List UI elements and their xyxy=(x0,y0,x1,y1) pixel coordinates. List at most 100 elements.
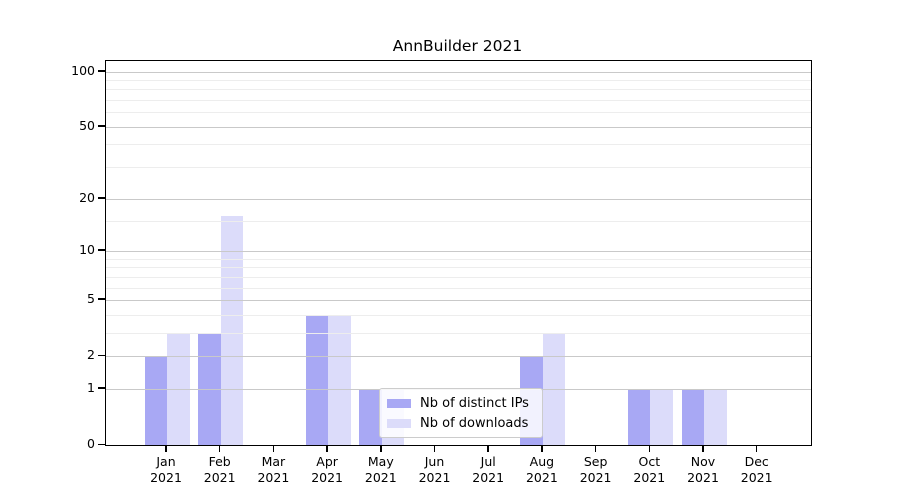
legend-item: Nb of distinct IPs xyxy=(387,396,532,411)
x-tick-year: 2021 xyxy=(687,470,719,485)
x-tick-month: Aug xyxy=(529,454,555,469)
y-tick-label: 50 xyxy=(79,117,95,133)
legend: Nb of distinct IPs Nb of downloads xyxy=(379,388,543,438)
x-tick-month: Jan xyxy=(156,454,176,469)
x-tick-label-mar: Mar 2021 xyxy=(243,454,303,486)
x-tick-year: 2021 xyxy=(364,470,397,485)
x-tick-label-sep: Sep 2021 xyxy=(566,454,626,486)
x-tick-mark xyxy=(380,445,382,452)
x-tick-mark xyxy=(702,445,704,452)
y-tick-label: 100 xyxy=(71,62,95,78)
legend-label: Nb of distinct IPs xyxy=(420,395,529,411)
gridline-minor xyxy=(106,112,811,114)
y-tick-mark xyxy=(98,70,105,72)
x-tick-month: May xyxy=(367,454,394,469)
x-tick-label-may: May 2021 xyxy=(351,454,411,486)
x-tick-month: Nov xyxy=(690,454,716,469)
gridline-minor xyxy=(106,220,811,222)
x-tick-year: 2021 xyxy=(472,470,505,485)
x-tick-year: 2021 xyxy=(150,470,182,485)
x-tick-mark xyxy=(541,445,543,452)
x-tick-label-dec: Dec 2021 xyxy=(727,454,787,486)
y-tick-mark xyxy=(98,298,105,300)
bar-nb-of-distinct-ips-apr xyxy=(305,314,329,445)
gridline-minor xyxy=(106,167,811,169)
x-tick-mark xyxy=(648,445,651,452)
gridline-minor xyxy=(106,144,811,146)
legend-swatch-icon xyxy=(387,418,411,428)
gridline-major xyxy=(106,198,811,200)
x-tick-mark xyxy=(433,445,436,452)
x-tick-label-jan: Jan 2021 xyxy=(136,454,196,486)
gridline-major xyxy=(106,299,811,301)
bar-nb-of-downloads-nov xyxy=(704,388,727,445)
x-tick-label-jul: Jul 2021 xyxy=(458,454,518,486)
y-tick-mark xyxy=(98,354,105,357)
x-tick-label-apr: Apr 2021 xyxy=(297,454,357,486)
y-tick-label: 10 xyxy=(79,241,95,257)
x-tick-mark xyxy=(487,445,489,452)
y-tick-mark xyxy=(98,387,105,389)
x-tick-label-aug: Aug 2021 xyxy=(512,454,572,486)
x-tick-mark xyxy=(594,445,597,452)
x-tick-month: Dec xyxy=(744,454,769,469)
x-tick-mark xyxy=(218,445,221,452)
gridline-major xyxy=(106,250,811,252)
x-tick-mark xyxy=(272,445,275,452)
x-tick-month: Mar xyxy=(261,454,286,469)
gridline-minor xyxy=(106,267,811,269)
gridline-minor xyxy=(106,258,811,260)
gridline-major xyxy=(106,126,811,128)
x-tick-mark xyxy=(755,445,758,452)
x-tick-mark xyxy=(326,445,328,452)
y-tick-label: 1 xyxy=(87,379,95,395)
x-tick-month: Sep xyxy=(583,454,608,469)
x-tick-year: 2021 xyxy=(525,470,558,485)
x-tick-year: 2021 xyxy=(418,470,451,485)
y-tick-mark xyxy=(98,197,105,199)
x-tick-mark xyxy=(165,445,167,452)
x-tick-label-oct: Oct 2021 xyxy=(619,454,679,486)
gridline-minor xyxy=(106,89,811,91)
bar-nb-of-distinct-ips-oct xyxy=(627,388,651,445)
x-tick-month: Jul xyxy=(480,454,496,469)
bar-nb-of-distinct-ips-jan xyxy=(144,356,167,445)
x-tick-month: Apr xyxy=(316,454,338,469)
bar-nb-of-distinct-ips-nov xyxy=(681,388,704,445)
x-tick-month: Oct xyxy=(638,454,661,469)
x-tick-label-nov: Nov 2021 xyxy=(673,454,733,486)
gridline-minor xyxy=(106,79,811,81)
x-tick-label-jun: Jun 2021 xyxy=(405,454,465,486)
gridline-major xyxy=(106,356,811,358)
bar-nb-of-downloads-apr xyxy=(328,314,351,445)
chart-title: AnnBuilder 2021 xyxy=(392,37,523,55)
y-tick-label: 0 xyxy=(87,436,95,451)
y-tick-mark xyxy=(98,249,105,251)
gridline-major xyxy=(106,71,811,73)
y-tick-mark xyxy=(98,443,105,445)
gridline-minor xyxy=(106,287,811,289)
x-tick-year: 2021 xyxy=(579,470,612,485)
x-tick-year: 2021 xyxy=(740,470,773,485)
x-tick-month: Jun xyxy=(424,454,445,469)
bar-nb-of-downloads-oct xyxy=(650,388,673,445)
bar-nb-of-downloads-feb xyxy=(220,215,244,445)
x-tick-month: Feb xyxy=(208,454,231,469)
y-tick-label: 5 xyxy=(87,290,95,306)
x-tick-year: 2021 xyxy=(633,470,666,485)
x-tick-year: 2021 xyxy=(257,470,290,485)
gridline-minor xyxy=(106,276,811,278)
gridline-minor xyxy=(106,314,811,316)
legend-item: Nb of downloads xyxy=(387,416,532,431)
bar-nb-of-distinct-ips-may xyxy=(359,388,382,445)
gridline-minor xyxy=(106,100,811,102)
plot-area: Nb of distinct IPs Nb of downloads xyxy=(105,60,812,446)
y-tick-label: 20 xyxy=(79,189,95,205)
x-tick-year: 2021 xyxy=(203,470,236,485)
legend-swatch-icon xyxy=(387,398,411,408)
x-tick-label-feb: Feb 2021 xyxy=(190,454,250,486)
x-tick-year: 2021 xyxy=(311,470,343,485)
gridline-minor xyxy=(106,332,811,334)
legend-label: Nb of downloads xyxy=(420,415,529,431)
